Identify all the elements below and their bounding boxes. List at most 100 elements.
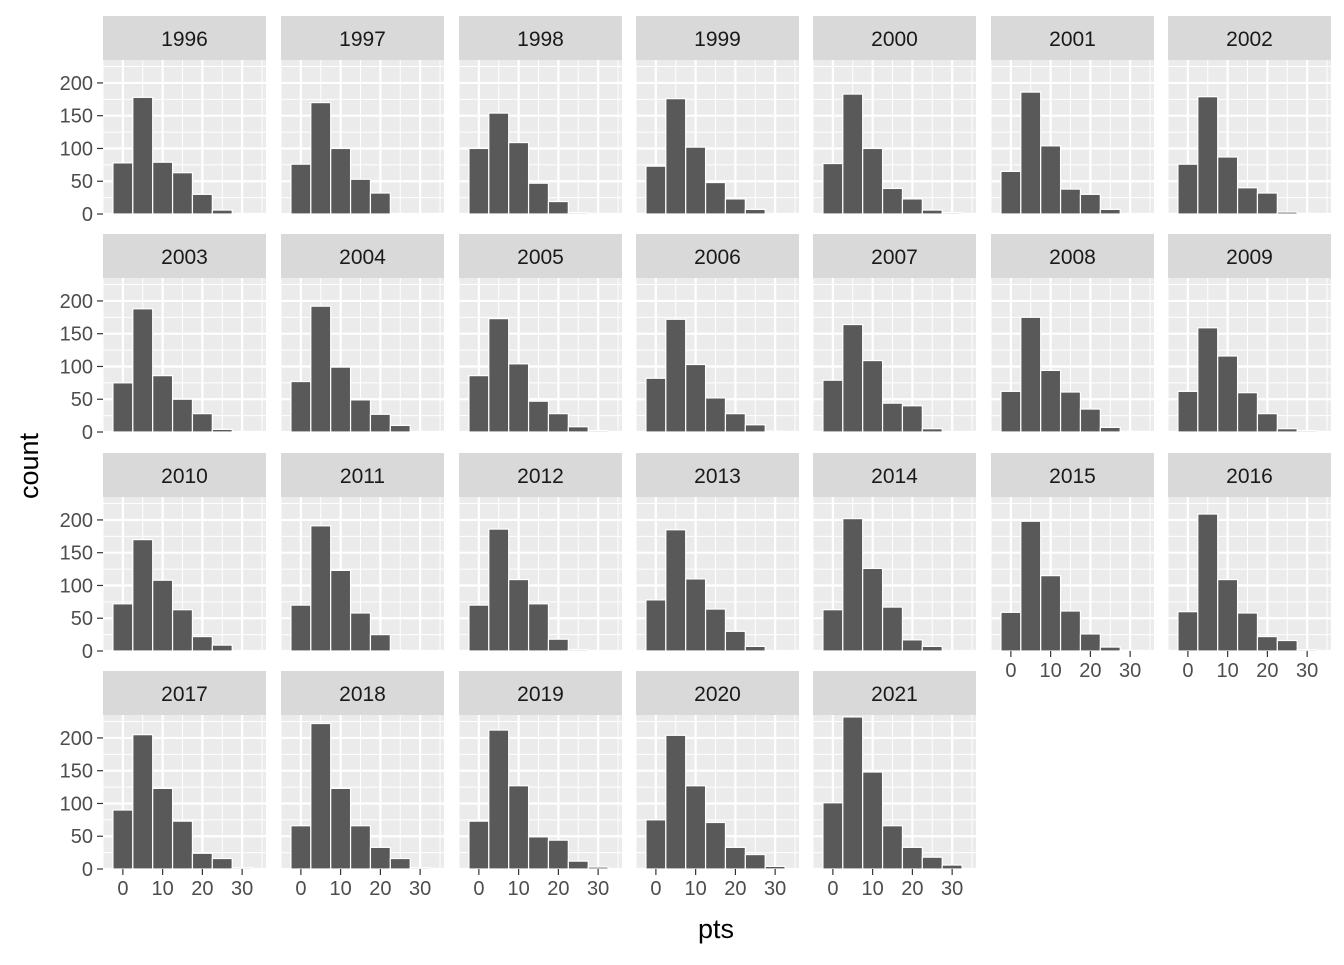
histogram-bar: [1040, 369, 1062, 433]
facet-strip-label: 2001: [1049, 28, 1096, 51]
facet-panel-2005: 2005: [458, 234, 622, 434]
histogram-bar: [330, 787, 352, 870]
facet-strip: [1168, 16, 1331, 60]
histogram-bar: [132, 96, 154, 215]
histogram-bar: [1020, 91, 1042, 215]
histogram-bar: [1236, 187, 1259, 215]
histogram-bar: [685, 578, 707, 652]
x-tick-label: 20: [901, 878, 923, 900]
facet-strip-label: 2007: [871, 246, 918, 269]
histogram-bar: [842, 716, 864, 870]
facet-panel-2012: 2012: [458, 453, 622, 653]
histogram-bar: [567, 860, 589, 870]
histogram-bar: [171, 172, 194, 215]
histogram-bar: [822, 379, 844, 433]
histogram-bar: [665, 98, 687, 215]
facet-panel-2013: 2013: [635, 453, 799, 653]
facet-strip-label: 2020: [694, 683, 741, 706]
y-tick-label: 100: [60, 575, 93, 597]
histogram-bar: [191, 852, 213, 870]
histogram-bar: [132, 734, 154, 870]
x-tick-label: 30: [764, 878, 786, 900]
x-tick-label: 10: [862, 878, 884, 900]
histogram-bar: [191, 635, 213, 652]
histogram-bar: [1197, 513, 1219, 652]
histogram-bar: [1119, 649, 1141, 652]
histogram-bar: [862, 771, 884, 870]
facet-strip: [281, 453, 444, 497]
histogram-bar: [1197, 327, 1219, 433]
facet-strip-label: 2004: [339, 246, 386, 269]
histogram-bar: [744, 645, 766, 652]
x-tick-label: 0: [473, 878, 484, 900]
facet-strip-label: 2009: [1226, 246, 1273, 269]
facet-strip-label: 2011: [340, 465, 385, 488]
y-tick-label: 100: [60, 356, 93, 378]
facet-panel-2020: 2020 0 10 20 30: [635, 671, 799, 900]
histogram-bar: [567, 426, 589, 433]
histogram-bar: [547, 413, 569, 433]
histogram-bar: [191, 413, 213, 433]
facet-panel-1998: 1998: [458, 16, 622, 216]
histogram-bar: [547, 638, 569, 652]
histogram-bar: [191, 193, 213, 215]
histogram-bar: [901, 639, 923, 652]
histogram-bar: [941, 864, 963, 870]
histogram-bar: [724, 413, 746, 433]
histogram-bar: [349, 612, 372, 652]
y-tick-label: 0: [82, 641, 93, 663]
histogram-bar: [862, 359, 884, 433]
histogram-bar: [1217, 156, 1239, 215]
histogram-bar: [665, 318, 687, 433]
histogram-bar: [112, 603, 134, 652]
histogram-bar: [527, 400, 550, 433]
histogram-bar: [822, 609, 844, 652]
histogram-bar: [508, 141, 530, 215]
facet-strip: [103, 671, 266, 715]
histogram-bar: [1099, 646, 1121, 652]
facet-strip: [281, 234, 444, 278]
histogram-bar: [764, 430, 786, 433]
facet-strip-label: 1997: [339, 28, 386, 51]
histogram-bar: [369, 192, 391, 215]
histogram-bar: [901, 846, 923, 870]
x-tick-label: 10: [508, 878, 530, 900]
histogram-bar: [1276, 428, 1298, 433]
histogram-bar: [488, 318, 510, 433]
histogram-bar: [567, 212, 589, 215]
x-tick-label: 20: [191, 878, 213, 900]
x-tick-label: 30: [1296, 660, 1318, 682]
y-tick-label: 50: [71, 389, 93, 411]
facet-panel-2014: 2014: [812, 453, 976, 653]
histogram-bar: [862, 147, 884, 215]
histogram-bar: [704, 181, 727, 215]
histogram-bar: [881, 825, 904, 870]
histogram-bar: [842, 518, 864, 652]
histogram-bar: [1020, 316, 1042, 433]
histogram-bar: [231, 867, 253, 870]
histogram-bar: [527, 836, 550, 870]
histogram-bar: [152, 375, 174, 433]
histogram-bar: [132, 538, 154, 652]
histogram-bar: [645, 377, 667, 433]
facet-panel-1997: 1997: [280, 16, 444, 216]
facet-strip: [991, 16, 1154, 60]
y-tick-label: 200: [60, 510, 93, 532]
histogram-bar: [1276, 639, 1298, 652]
facet-strip-label: 1998: [517, 28, 564, 51]
x-tick-label: 0: [117, 878, 128, 900]
histogram-bar: [508, 785, 530, 870]
y-tick-label: 150: [60, 543, 93, 565]
histogram-bar: [527, 182, 550, 215]
histogram-bar: [171, 609, 194, 652]
histogram-bar: [171, 398, 194, 433]
histogram-bar: [685, 146, 707, 215]
histogram-bar: [704, 821, 727, 870]
facet-panel-2003: 2003 0 50 100 150 200: [60, 234, 266, 444]
histogram-bar: [488, 528, 510, 652]
facet-strip-label: 2015: [1049, 465, 1096, 488]
histogram-bar: [1177, 163, 1199, 215]
x-tick-label: 30: [1119, 660, 1141, 682]
